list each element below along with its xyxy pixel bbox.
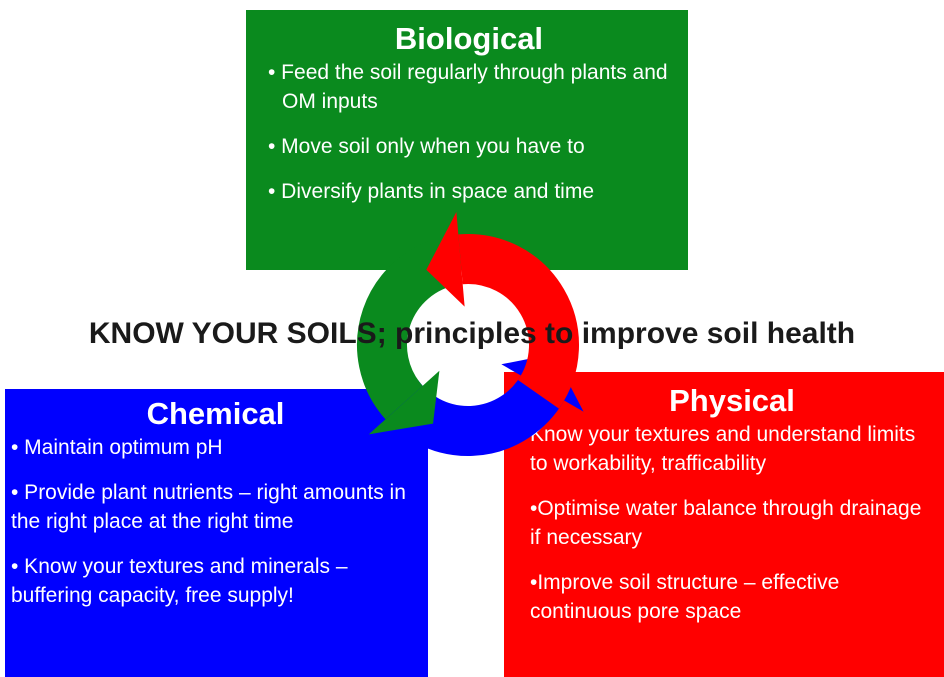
bullet: • Know your textures and minerals – buff… (11, 555, 348, 607)
bullet: • Feed the soil regularly through plants… (268, 61, 668, 113)
box-heading: Biological (394, 21, 544, 56)
title: KNOW YOUR SOILS; principles to improve s… (88, 317, 856, 350)
bullet: • Provide plant nutrients – right amount… (11, 481, 406, 533)
cycle-arrow (368, 370, 440, 435)
chemical-box: Chemical • Maintain optimum pH • Provide… (5, 389, 428, 677)
bullet: • Move soil only when you have to (268, 135, 585, 158)
box-heading: Physical (669, 383, 795, 418)
bullet: • Diversify plants in space and time (268, 180, 594, 203)
bullet: •Improve soil structure – effective cont… (530, 571, 840, 623)
box-heading: Chemical (146, 396, 285, 431)
bullet: Know your textures and understand limits… (530, 423, 916, 475)
bullet: •Optimise water balance through drainage… (530, 497, 922, 549)
physical-box: Physical Know your textures and understa… (504, 372, 944, 677)
biological-box: Biological • Feed the soil regularly thr… (246, 10, 688, 270)
bullet: • Maintain optimum pH (11, 436, 223, 459)
cycle-arrow (426, 212, 465, 307)
cycle-arrow (458, 234, 579, 409)
